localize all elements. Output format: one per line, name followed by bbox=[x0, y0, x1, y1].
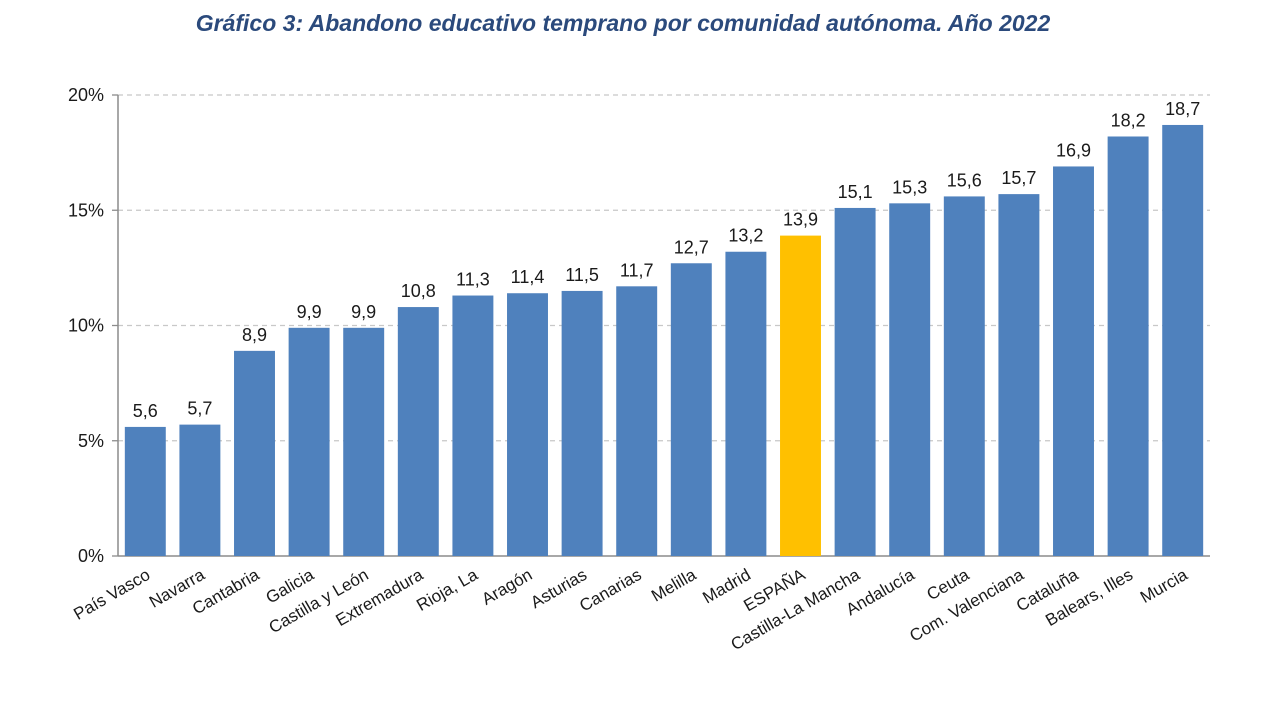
data-label: 9,9 bbox=[297, 302, 322, 322]
data-label: 15,1 bbox=[838, 182, 873, 202]
x-tick-label: Canarias bbox=[576, 565, 644, 615]
data-label: 10,8 bbox=[401, 281, 436, 301]
data-label: 9,9 bbox=[351, 302, 376, 322]
x-tick-label: País Vasco bbox=[70, 565, 153, 624]
x-tick-label: Rioja, La bbox=[413, 565, 481, 615]
bar bbox=[670, 263, 712, 556]
y-tick-label: 0% bbox=[78, 546, 104, 566]
bar bbox=[288, 327, 330, 556]
y-tick-label: 15% bbox=[68, 200, 104, 220]
data-label: 11,7 bbox=[620, 260, 654, 280]
x-tick-label: Aragón bbox=[479, 565, 536, 609]
bar bbox=[780, 235, 821, 557]
bar bbox=[234, 350, 275, 556]
data-label: 5,7 bbox=[187, 399, 212, 419]
bar bbox=[179, 424, 221, 556]
chart-title: Gráfico 3: Abandono educativo temprano p… bbox=[195, 10, 1051, 36]
bar bbox=[343, 327, 385, 556]
y-tick-label: 5% bbox=[78, 431, 104, 451]
y-tick-label: 10% bbox=[68, 316, 104, 336]
data-label: 15,7 bbox=[1001, 168, 1036, 188]
bar bbox=[616, 286, 658, 556]
x-tick-label: Melilla bbox=[648, 565, 700, 606]
data-label: 16,9 bbox=[1056, 140, 1091, 160]
bar bbox=[397, 307, 439, 556]
data-label: 15,6 bbox=[947, 170, 982, 190]
bar bbox=[561, 290, 603, 556]
bar bbox=[124, 426, 166, 556]
data-label: 5,6 bbox=[133, 401, 158, 421]
bar bbox=[998, 194, 1040, 557]
data-label: 12,7 bbox=[674, 237, 709, 257]
bar bbox=[1053, 166, 1094, 556]
data-label: 11,3 bbox=[456, 270, 490, 290]
data-label: 13,9 bbox=[783, 210, 818, 230]
data-label: 15,3 bbox=[892, 177, 927, 197]
bar bbox=[507, 293, 548, 556]
data-label: 11,4 bbox=[511, 267, 545, 287]
bar bbox=[943, 196, 985, 557]
bar bbox=[1107, 136, 1149, 557]
data-label: 18,7 bbox=[1165, 99, 1200, 119]
data-label: 11,5 bbox=[565, 265, 599, 285]
data-label: 13,2 bbox=[728, 226, 763, 246]
bar bbox=[834, 207, 876, 556]
bar bbox=[452, 295, 494, 556]
y-tick-label: 20% bbox=[68, 85, 104, 105]
bar bbox=[889, 203, 931, 556]
bar bbox=[725, 251, 767, 557]
data-label: 18,2 bbox=[1111, 110, 1146, 130]
data-label: 8,9 bbox=[242, 325, 267, 345]
x-tick-label: Murcia bbox=[1137, 565, 1191, 607]
bar bbox=[1162, 124, 1204, 556]
